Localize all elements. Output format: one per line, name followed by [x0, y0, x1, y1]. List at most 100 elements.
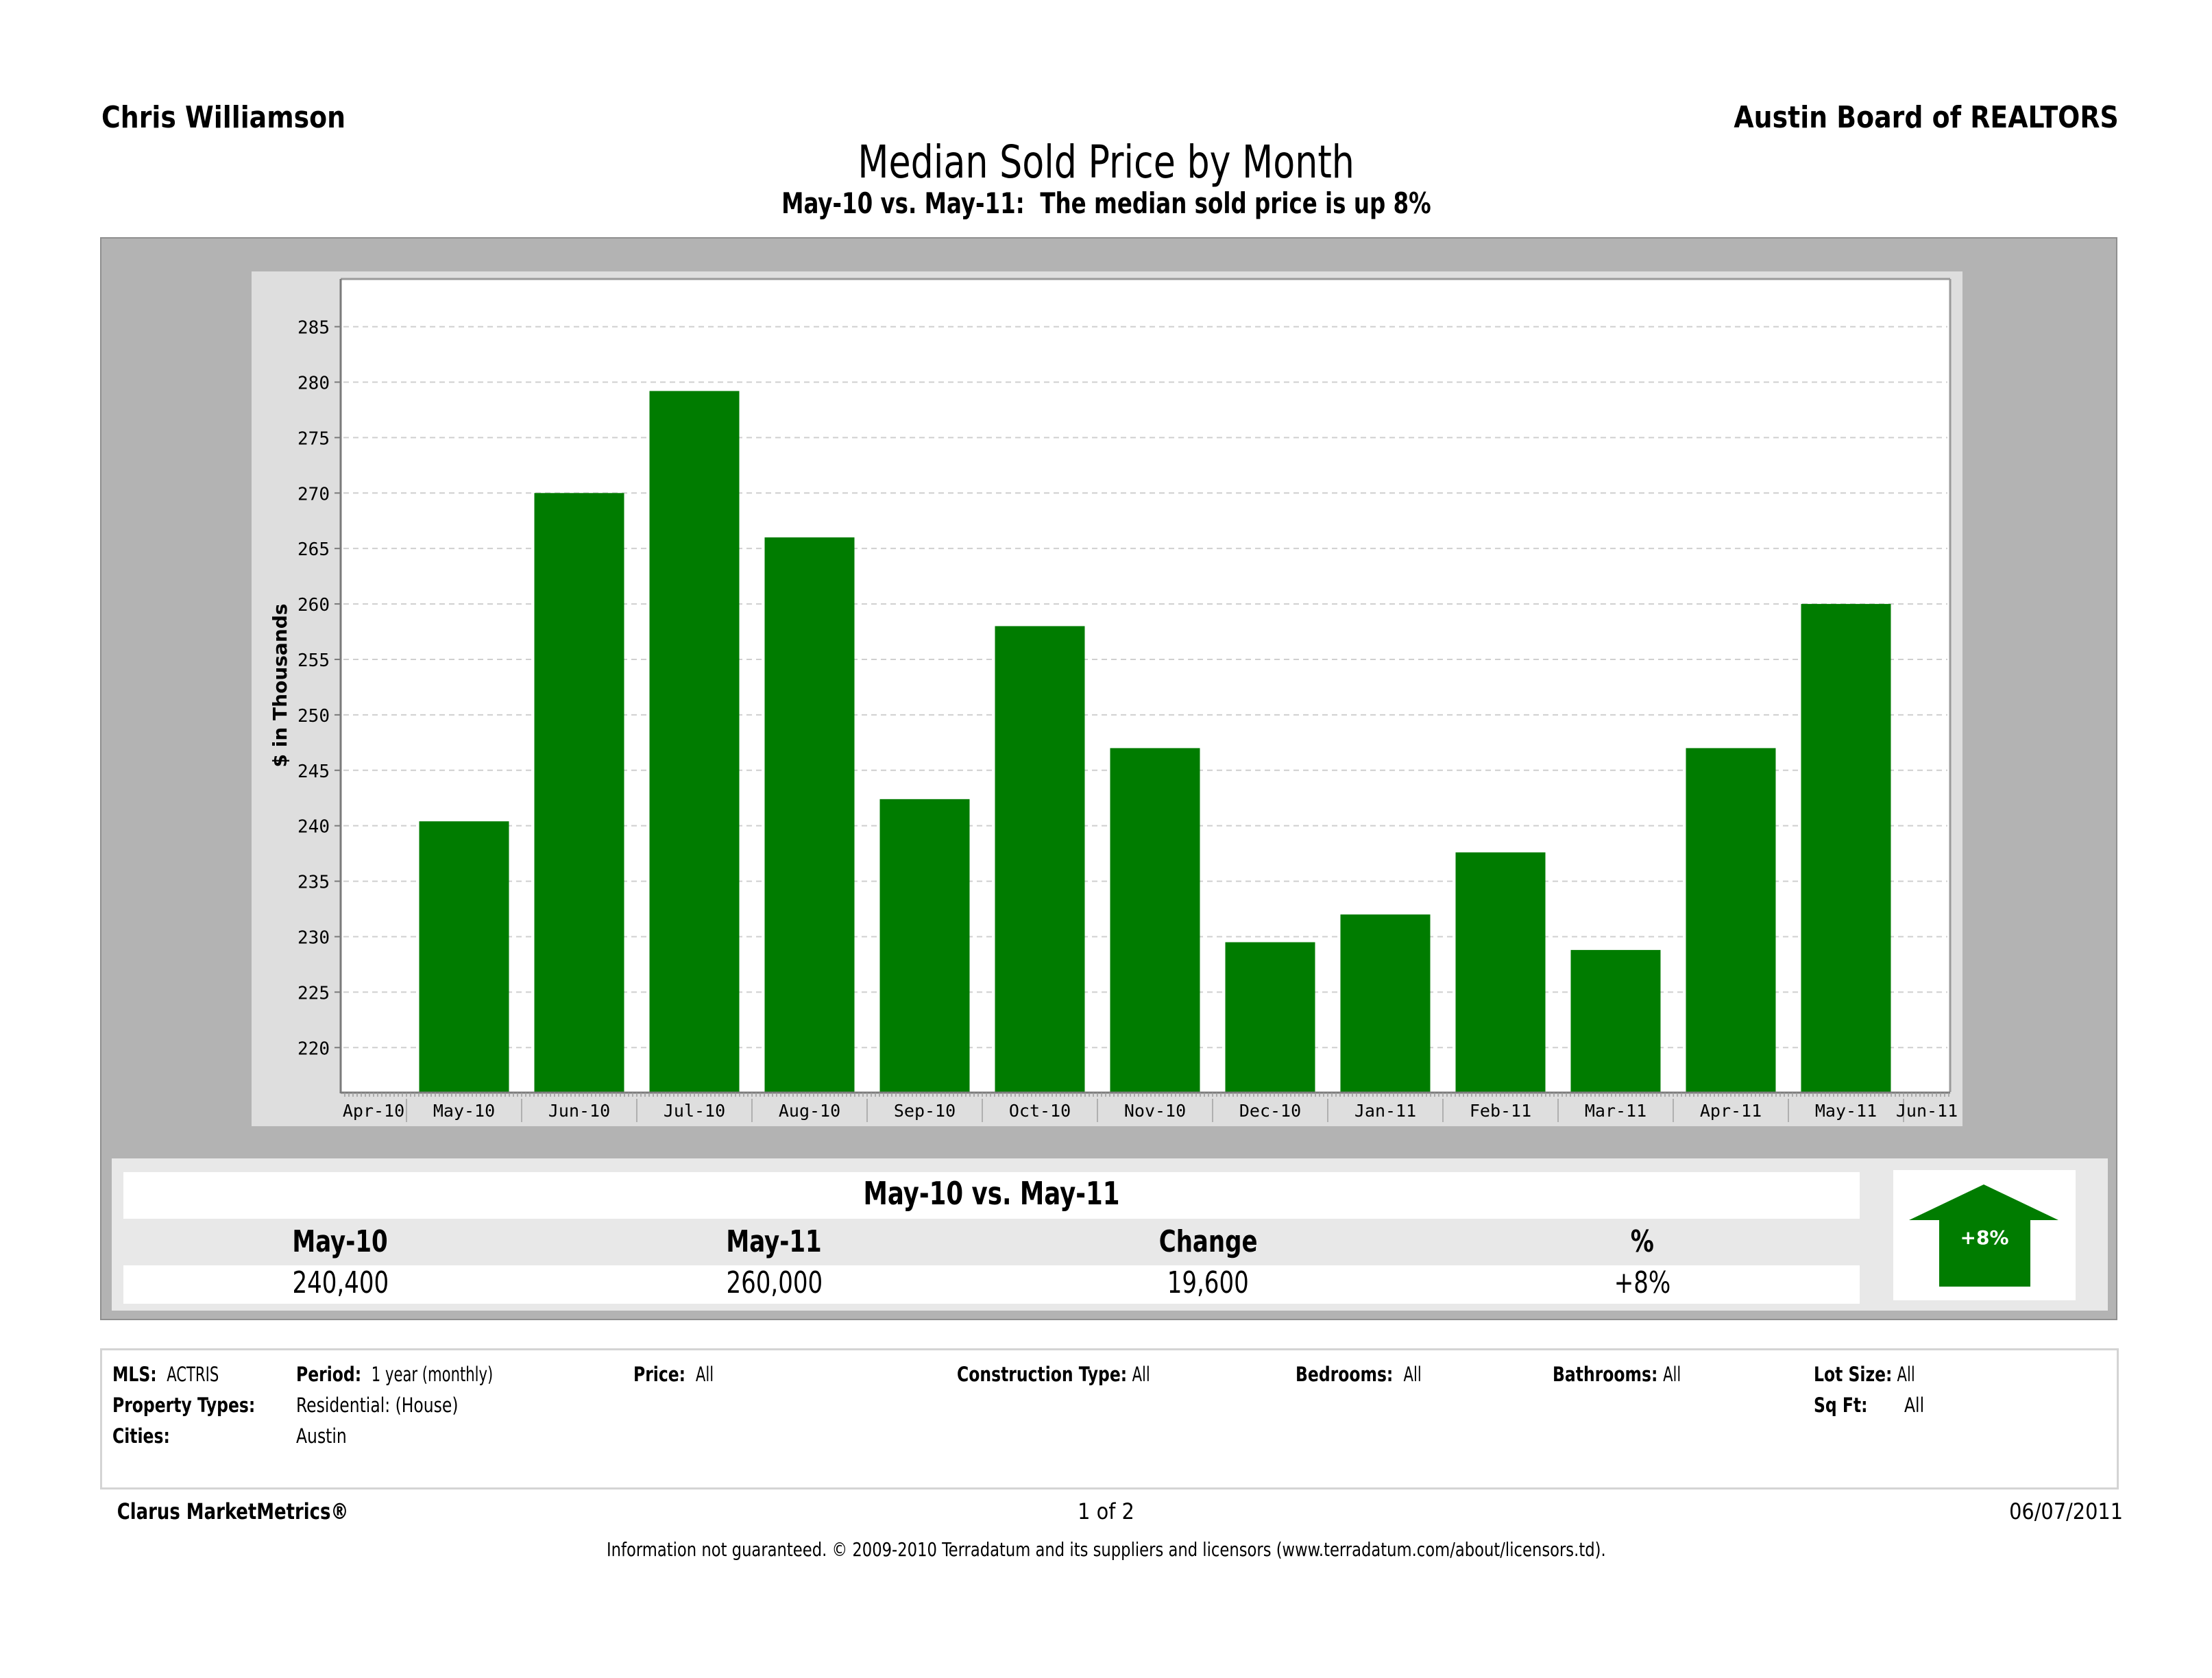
criteria-lot-size: Lot Size: All	[1814, 1363, 1929, 1386]
y-tick-label: 230	[297, 927, 330, 948]
criteria-label: Period:	[296, 1363, 362, 1386]
bar-Apr-11	[1686, 748, 1776, 1092]
change-badge: +8%	[1893, 1170, 2076, 1300]
bar-Feb-11	[1455, 852, 1546, 1092]
x-axis-ticks: Apr-10 May-10 Jun-10 Jul-10 Aug-10 Sep-10 Oct-…	[343, 1093, 1958, 1122]
x-tick-label: May-10	[433, 1101, 495, 1121]
criteria-label: MLS:	[112, 1363, 157, 1386]
summary-header-text: May-11	[726, 1224, 823, 1259]
summary-values-row	[123, 1265, 1860, 1304]
criteria-label: Bathrooms:	[1553, 1363, 1658, 1386]
bar-chart: 220 225 230 235 240 245 250 255 260 265 270 275 280 2…	[269, 278, 1958, 1122]
bar-Jul-10	[649, 391, 740, 1092]
summary-value-may-10: 240,400	[123, 1265, 557, 1300]
x-tick-label: Oct-10	[1009, 1101, 1071, 1121]
footer-brand: Clarus MarketMetrics®	[104, 1498, 361, 1524]
criteria-mls: MLS: ACTRIS	[112, 1363, 237, 1386]
y-tick-label: 245	[297, 762, 330, 782]
footer-brand-text: Clarus MarketMetrics®	[117, 1498, 349, 1524]
y-tick-label: 225	[297, 983, 330, 1004]
criteria-label: Price:	[633, 1363, 686, 1386]
criteria-label: Construction Type:	[957, 1363, 1128, 1386]
criteria-value: Residential: (House)	[296, 1394, 459, 1417]
criteria-value: ACTRIS	[167, 1363, 219, 1386]
x-tick-label: Feb-11	[1470, 1101, 1531, 1121]
bar-Sep-10	[879, 799, 970, 1092]
report-date: 06/07/2011	[2009, 1498, 2123, 1524]
y-tick-label: 280	[297, 373, 330, 393]
criteria-label: Lot Size:	[1814, 1363, 1893, 1386]
bar-Oct-10	[995, 626, 1085, 1092]
y-tick-label: 275	[297, 428, 330, 449]
summary-value-text: +8%	[1614, 1265, 1670, 1300]
y-tick-label: 285	[297, 318, 330, 339]
summary-value-may-11: 260,000	[557, 1265, 991, 1300]
criteria-sq-ft-value: All	[1904, 1394, 1926, 1417]
organization-name: Austin Board of REALTORS	[1734, 100, 2119, 135]
x-tick-label: Dec-10	[1239, 1101, 1301, 1121]
y-tick-label: 260	[297, 595, 330, 616]
summary-value-text: 19,600	[1167, 1265, 1250, 1300]
summary-value-text: 240,400	[292, 1265, 389, 1300]
x-tick-label: May-11	[1815, 1101, 1877, 1121]
criteria-property-types-value: Residential: (House)	[296, 1394, 476, 1417]
y-tick-label: 220	[297, 1038, 330, 1059]
chart-title: Median Sold Price by Month	[0, 136, 2212, 189]
criteria-period: Period: 1 year (monthly)	[296, 1363, 530, 1386]
bar-Jan-11	[1340, 914, 1431, 1092]
x-tick-label: Jan-11	[1354, 1101, 1416, 1121]
bar-May-10	[419, 821, 509, 1092]
criteria-construction-type: Construction Type: All	[957, 1363, 1174, 1386]
criteria-value: All	[1904, 1394, 1925, 1417]
summary-header-percent: %	[1425, 1224, 1859, 1259]
summary-title-text: May-10 vs. May-11	[863, 1175, 1120, 1212]
criteria-price: Price: All	[633, 1363, 725, 1386]
chart-subtitle-text: May-10 vs. May-11: The median sold price…	[781, 186, 1431, 220]
criteria-cities-value: Austin	[296, 1424, 352, 1448]
criteria-value: All	[1403, 1363, 1422, 1386]
x-tick-label: Mar-11	[1585, 1101, 1646, 1121]
chart-title-text: Median Sold Price by Month	[858, 136, 1354, 189]
disclaimer: Information not guaranteed. © 2009-2010 …	[0, 1538, 2212, 1561]
y-tick-label: 235	[297, 873, 330, 893]
criteria-value: 1 year (monthly)	[372, 1363, 494, 1386]
summary-value-change: 19,600	[991, 1265, 1425, 1300]
criteria-value: All	[695, 1363, 714, 1386]
criteria-label: Bedrooms:	[1296, 1363, 1394, 1386]
criteria-sq-ft: Sq Ft:	[1814, 1394, 1873, 1417]
disclaimer-text: Information not guaranteed. © 2009-2010 …	[606, 1538, 1606, 1561]
criteria-label: Sq Ft:	[1814, 1394, 1868, 1417]
criteria-value: All	[1662, 1363, 1681, 1386]
summary-value-text: 260,000	[726, 1265, 823, 1300]
summary-header-text: May-10	[292, 1224, 389, 1259]
bar-May-11	[1801, 604, 1891, 1092]
summary-title: May-10 vs. May-11	[123, 1175, 1860, 1212]
criteria-value: All	[1897, 1363, 1916, 1386]
summary-header-may-11: May-11	[557, 1224, 991, 1259]
criteria-value: Austin	[296, 1424, 347, 1448]
summary-title-row	[123, 1172, 1860, 1219]
x-tick-label: Apr-10	[343, 1101, 404, 1121]
summary-header-change: Change	[991, 1224, 1425, 1259]
bar-Jun-10	[534, 493, 624, 1092]
criteria-property-types: Property Types:	[112, 1394, 271, 1417]
y-axis-ticks: 220 225 230 235 240 245 250 255 260 265 270 275 280 2…	[297, 318, 341, 1059]
y-tick-label: 240	[297, 817, 330, 838]
y-tick-label: 250	[297, 706, 330, 727]
bars	[419, 391, 1891, 1092]
bar-Nov-10	[1110, 748, 1200, 1092]
criteria-label: Property Types:	[112, 1394, 256, 1417]
x-tick-label: Jul-10	[664, 1101, 725, 1121]
summary-header-may-10: May-10	[123, 1224, 557, 1259]
criteria-label: Cities:	[112, 1424, 170, 1448]
x-tick-label: Nov-10	[1124, 1101, 1186, 1121]
criteria-value: All	[1132, 1363, 1150, 1386]
x-tick-label: Sep-10	[894, 1101, 956, 1121]
chart-subtitle: May-10 vs. May-11: The median sold price…	[0, 186, 2212, 220]
bar-Dec-10	[1225, 942, 1315, 1092]
page-indicator: 1 of 2	[1078, 1498, 1134, 1524]
y-axis-label: $ in Thousands	[269, 604, 291, 768]
y-tick-label: 265	[297, 539, 330, 560]
x-tick-label: Jun-11	[1896, 1101, 1958, 1121]
y-tick-label: 270	[297, 484, 330, 504]
